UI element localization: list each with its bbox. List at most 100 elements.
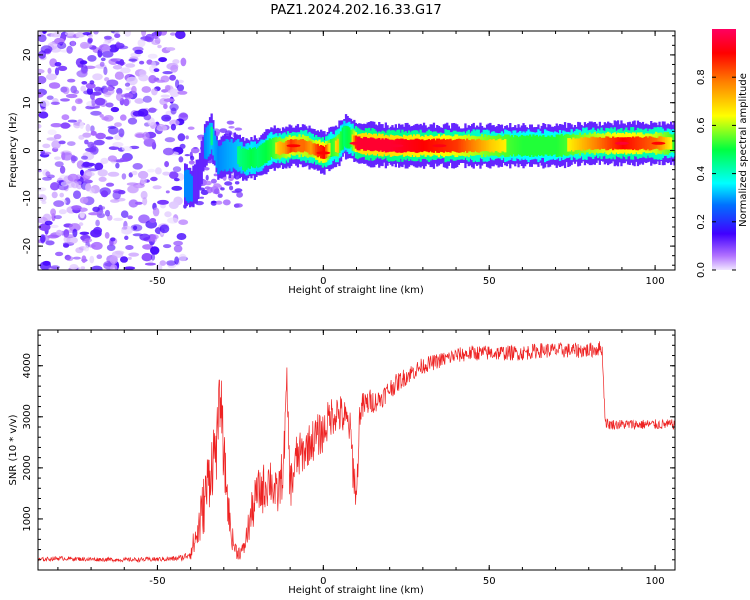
spectrogram-ridge-cell (429, 140, 432, 152)
spectrogram-noise-cell (140, 190, 148, 200)
spectrogram-noise-cell (226, 120, 235, 125)
snr-y-label: SNR (10 * v/v) (8, 414, 19, 485)
spectrogram-noise-cell (112, 141, 124, 148)
spectrogram-noise-cell (146, 59, 153, 65)
spectrogram-ridge-cell (490, 140, 494, 152)
snr-x-tick-label: 50 (483, 576, 496, 587)
spectrogram-ridge-cell (235, 140, 238, 171)
spectrogram-noise-cell (44, 220, 53, 226)
spectrogram-ridge-cell (520, 134, 523, 157)
spectrogram-noise-cell (224, 181, 233, 186)
spectrogram-ridge-cell (421, 139, 424, 153)
spectrogram-ridge-cell (449, 138, 452, 153)
spectrogram-noise-cell (100, 190, 109, 198)
spectrogram-noise-cell (150, 246, 160, 255)
spectrogram-noise-cell (134, 49, 144, 55)
spectrogram-ridge-cell (431, 139, 434, 153)
snr-y-ticks: 1000 2000 3000 4000 (22, 334, 675, 561)
spectrogram-noise-cell (110, 237, 116, 242)
snr-x-ticks: -50 0 50 100 (57, 330, 665, 587)
spectrogram-noise-cell (151, 88, 158, 96)
spectrogram-noise-cell (67, 78, 76, 83)
spectrogram-noise-cell (164, 84, 171, 91)
spectrogram-ridge-cell (489, 139, 492, 153)
spectrogram-noise-cell (124, 235, 129, 240)
spectrogram-noise-cell (206, 186, 213, 194)
spectrogram-noise-cell (163, 244, 172, 249)
spectrogram-noise-cell (142, 244, 154, 250)
spectrogram-ridge-cell (261, 143, 265, 165)
spectrogram-ridge-cell (419, 139, 422, 152)
spectrogram-noise-cell (89, 255, 95, 264)
spectrogram-noise-cell (105, 136, 114, 140)
spectrogram-noise-cell (94, 97, 106, 106)
spectrogram-ridge-cell (575, 138, 578, 151)
spectrogram-ridge-cell (456, 139, 459, 153)
spectrogram-ridge-cell (514, 135, 517, 157)
spectrogram-ridge-cell (475, 139, 479, 153)
spectrogram-noise-cell (169, 103, 179, 112)
spectrogram-ridge-cell (590, 136, 593, 150)
spectrogram-noise-cell (92, 206, 100, 212)
spectrogram-noise-cell (114, 122, 122, 127)
spectrogram-noise-cell (124, 31, 132, 37)
spectrogram-ridge-cell (223, 141, 227, 170)
spectrogram-noise-cell (168, 171, 178, 179)
spectrogram-ridge-cell (185, 169, 188, 201)
spectrogram-noise-cell (112, 190, 121, 200)
spectrogram-panel: -50 0 50 100 -20 -10 0 10 20 Height of straight… (8, 30, 676, 296)
spectrogram-ridge-cell (485, 140, 489, 151)
spectrogram-noise-cell (190, 155, 195, 161)
spectrogram-ridge-cell (527, 135, 530, 156)
spectrogram-ridge-cell (452, 140, 455, 152)
spectrogram-ridge-cell (257, 147, 260, 168)
spectrogram-x-tick-label: -50 (149, 276, 165, 287)
spectrogram-ridge-cell (492, 138, 495, 153)
spectrogram-ridge-cell (553, 137, 557, 155)
spectrogram-noise-cell (40, 100, 50, 107)
spectrogram-ridge-cell (237, 146, 240, 165)
spectrogram-ridge-cell (220, 145, 223, 171)
spectrogram-noise-cell (138, 214, 150, 224)
spectrogram-noise-cell (79, 60, 88, 65)
spectrogram-noise-cell (160, 203, 166, 209)
spectrogram-ridge-cell (572, 137, 575, 152)
spectrogram-noise-cell (114, 71, 124, 80)
colorbar-tick-label: 0.8 (696, 69, 707, 85)
spectrogram-ridge-cell (402, 139, 406, 153)
spectrogram-ridge-cell (495, 140, 499, 152)
spectrogram-noise-cell (81, 255, 87, 263)
spectrogram-noise-cell (191, 147, 200, 154)
spectrogram-noise-cell (99, 61, 105, 67)
spectrogram-noise-cell (177, 133, 186, 142)
spectrogram-ridge-cell (407, 140, 411, 152)
spectrogram-ridge-cell (207, 125, 210, 157)
spectrogram-ridge-cell (600, 137, 603, 149)
spectrogram-y-tick-label: 0 (22, 147, 33, 153)
spectrogram-y-ticks: -20 -10 0 10 20 (22, 35, 675, 266)
spectrogram-ridge-cell (187, 169, 190, 203)
spectrogram-ridge-cell (212, 128, 215, 156)
spectrogram-noise-cell (38, 216, 48, 224)
spectrogram-ridge-cell (253, 147, 256, 169)
colorbar-tick-label: 0.2 (696, 214, 707, 230)
spectrogram-noise-cell (174, 256, 180, 265)
spectrogram-ridge-cell (631, 136, 635, 151)
spectrogram-noise-cell (41, 200, 47, 205)
spectrogram-ridge-cell (336, 138, 339, 153)
spectrogram-hotspot (349, 141, 364, 145)
spectrogram-noise-cell (51, 140, 61, 149)
spectrogram-noise-cell (138, 74, 149, 82)
spectrogram-noise-cell (126, 76, 138, 86)
spectrogram-ridge-cell (200, 140, 203, 185)
spectrogram-noise-cell (128, 199, 139, 208)
spectrogram-ridge-cell (505, 134, 509, 157)
spectrogram-noise-cell (149, 218, 157, 223)
spectrogram-ridge-cell (645, 136, 648, 151)
colorbar-ticks: 0.0 0.2 0.4 0.6 0.8 (696, 69, 736, 278)
spectrogram-noise-cell (82, 132, 92, 138)
spectrogram-ridge-cell (338, 133, 341, 153)
spectrogram-noise-cell (175, 79, 180, 89)
spectrogram-noise-cell (219, 128, 228, 134)
snr-y-tick-label: 1000 (22, 506, 33, 531)
